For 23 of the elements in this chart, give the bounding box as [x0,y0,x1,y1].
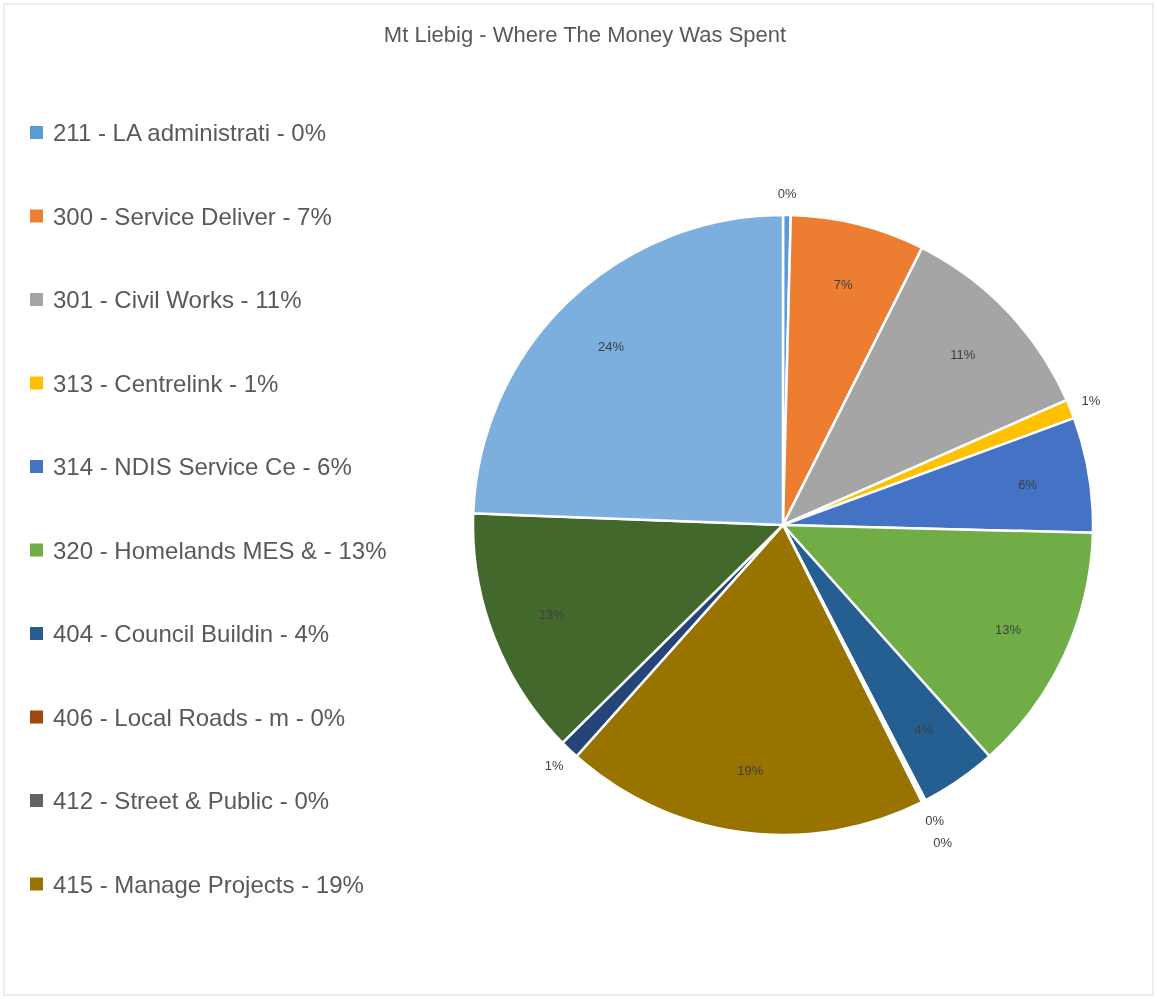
legend-label: 211 - LA administrati - 0% [53,119,327,147]
legend-label: 301 - Civil Works - 11% [53,286,302,314]
legend-label: 300 - Service Deliver - 7% [53,202,332,230]
data-label: 7% [833,276,853,292]
legend-label: 412 - Street & Public - 0% [53,787,330,815]
data-label: 24% [597,338,625,354]
data-label: 11% [950,346,976,362]
data-label: 4% [914,721,934,737]
data-label: 0% [777,185,797,201]
legend-label: 404 - Council Buildin - 4% [53,620,330,648]
data-label: 1% [544,758,565,774]
data-label: 19% [737,763,764,779]
data-label: 1% [1081,393,1101,409]
legend-label: 415 - Manage Projects - 19% [53,870,364,898]
legend-label: 314 - NDIS Service Ce - 6% [53,453,352,481]
data-label: 13% [995,621,1022,637]
legend-label: 320 - Homelands MES & - 13% [53,536,387,564]
data-label: 0% [925,812,945,828]
data-label: 6% [1018,477,1038,493]
data-label: 0% [933,834,953,850]
legend-label: 313 - Centrelink - 1% [53,369,279,397]
chart-title: Mt Liebig - Where The Money Was Spent [383,22,787,47]
legend-label: 406 - Local Roads - m - 0% [53,703,346,731]
